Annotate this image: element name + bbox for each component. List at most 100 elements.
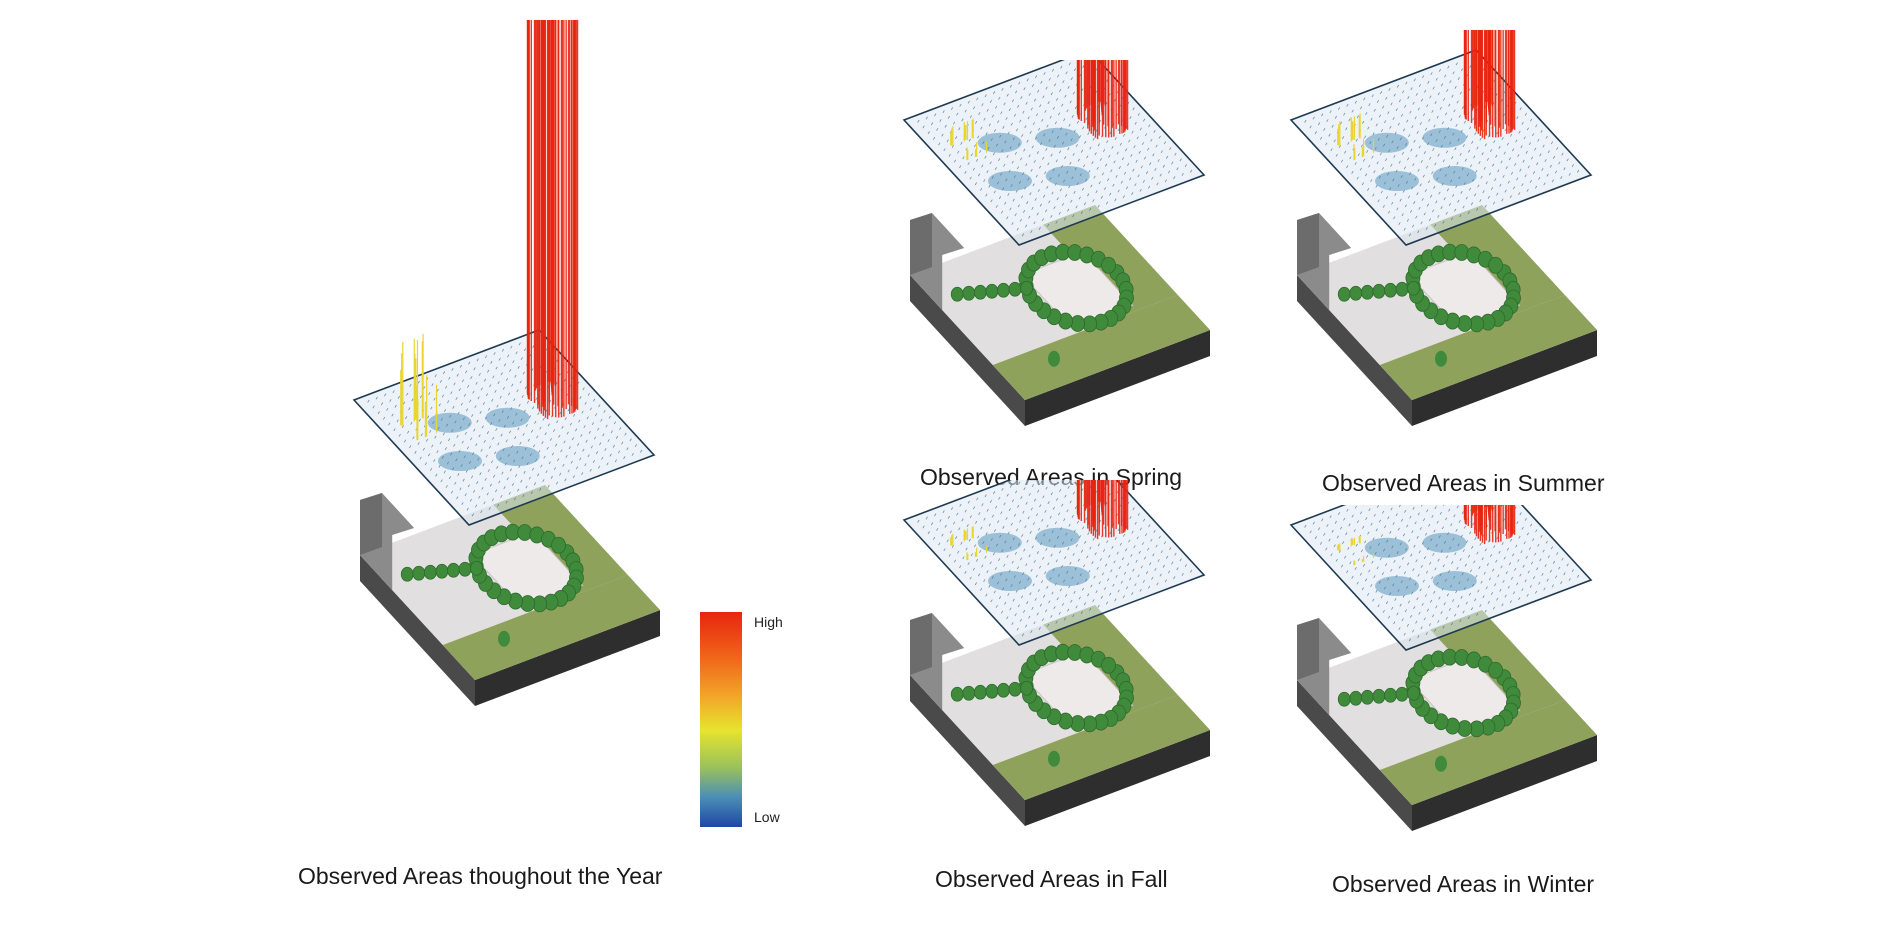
tree bbox=[400, 566, 414, 582]
tree bbox=[1435, 350, 1447, 367]
tree bbox=[1349, 285, 1363, 301]
site-model-winter bbox=[1289, 505, 1597, 831]
tree bbox=[962, 285, 976, 301]
observation-spikes bbox=[950, 60, 1129, 161]
tree bbox=[1101, 256, 1116, 274]
tree bbox=[470, 560, 483, 576]
base-side-right bbox=[1025, 730, 1210, 826]
low-density-blob bbox=[1375, 576, 1419, 596]
grass-strip-front bbox=[992, 695, 1210, 800]
site-model-summer bbox=[1289, 30, 1597, 426]
tree bbox=[1048, 350, 1060, 367]
diagram-fall bbox=[900, 480, 1220, 845]
base-side-left bbox=[910, 275, 1025, 426]
caption-winter: Observed Areas in Winter bbox=[1332, 871, 1595, 897]
low-density-blob bbox=[1375, 171, 1419, 191]
tree bbox=[1454, 244, 1470, 261]
caption-summer: Observed Areas in Summer bbox=[1322, 470, 1605, 496]
tree bbox=[985, 683, 999, 699]
tree bbox=[1395, 281, 1409, 297]
tree bbox=[973, 284, 987, 300]
low-density-blob bbox=[1422, 532, 1467, 553]
base-side-left bbox=[360, 555, 475, 706]
diagram-year-svg bbox=[352, 20, 660, 706]
low-density-blob bbox=[427, 412, 472, 433]
diagram-spring bbox=[900, 60, 1220, 450]
low-density-blob bbox=[1045, 566, 1090, 586]
low-density-blob bbox=[977, 532, 1022, 553]
observation-spikes bbox=[950, 480, 1129, 561]
low-density-blob bbox=[1364, 132, 1409, 153]
legend-low-label: Low bbox=[754, 809, 780, 825]
diagram-winter bbox=[1287, 505, 1607, 850]
low-density-blob bbox=[438, 451, 482, 471]
tree bbox=[1337, 691, 1351, 707]
low-density-blob bbox=[988, 171, 1032, 191]
diagram-summer bbox=[1287, 30, 1607, 450]
base-side-right bbox=[1412, 735, 1597, 831]
tree bbox=[1067, 644, 1083, 661]
tree bbox=[1070, 715, 1086, 732]
base-side-left bbox=[1297, 275, 1412, 426]
tree bbox=[1349, 690, 1363, 706]
tree bbox=[1020, 280, 1033, 296]
tree bbox=[1101, 656, 1116, 674]
caption-fall: Observed Areas in Fall bbox=[935, 866, 1168, 892]
tree bbox=[1360, 689, 1374, 705]
tree bbox=[1407, 280, 1420, 296]
low-density-blob bbox=[1432, 166, 1477, 186]
tree bbox=[498, 630, 510, 647]
wall-block-side bbox=[360, 493, 382, 555]
tree bbox=[423, 564, 437, 580]
base-side-left bbox=[910, 675, 1025, 826]
tree bbox=[517, 524, 533, 541]
grass-strip-front bbox=[442, 575, 660, 680]
tree bbox=[997, 682, 1010, 698]
tree bbox=[458, 561, 472, 577]
site-model-fall bbox=[902, 480, 1210, 826]
tree bbox=[985, 283, 999, 299]
tree bbox=[1067, 244, 1083, 261]
low-density-blob bbox=[1035, 527, 1080, 548]
low-density-blob bbox=[1364, 537, 1409, 558]
tree bbox=[520, 595, 536, 612]
low-density-blob bbox=[485, 407, 530, 428]
tree bbox=[1488, 661, 1503, 679]
tree bbox=[1372, 283, 1386, 299]
tree bbox=[1008, 681, 1022, 697]
tree bbox=[1070, 315, 1086, 332]
wall-block-side bbox=[910, 213, 932, 275]
diagram-year bbox=[340, 20, 670, 840]
low-density-blob bbox=[977, 132, 1022, 153]
base-side-left bbox=[1297, 680, 1412, 831]
low-density-blob bbox=[1422, 127, 1467, 148]
grass-strip-front bbox=[1379, 295, 1597, 400]
low-density-blob bbox=[988, 571, 1032, 591]
wall-block-side bbox=[1297, 213, 1319, 275]
tree bbox=[997, 282, 1010, 298]
tree bbox=[435, 563, 449, 579]
tree bbox=[1048, 750, 1060, 767]
observation-spikes bbox=[1337, 505, 1516, 566]
caption-year: Observed Areas thoughout the Year bbox=[298, 863, 663, 889]
tree bbox=[1384, 282, 1397, 298]
legend-high-label: High bbox=[754, 614, 783, 630]
site-model-spring bbox=[902, 60, 1210, 426]
diagram-winter-svg bbox=[1289, 505, 1597, 831]
base-side-right bbox=[1025, 330, 1210, 426]
observation-spikes bbox=[1337, 30, 1516, 161]
low-density-blob bbox=[1035, 127, 1080, 148]
legend-gradient-bar bbox=[700, 612, 742, 827]
tree bbox=[973, 684, 987, 700]
tree bbox=[1454, 649, 1470, 666]
base-side-right bbox=[1412, 330, 1597, 426]
tree bbox=[1372, 688, 1386, 704]
low-density-blob bbox=[1432, 571, 1477, 591]
color-legend: High Low bbox=[700, 612, 810, 832]
site-model-year bbox=[352, 20, 660, 706]
tree bbox=[1008, 281, 1022, 297]
tree bbox=[1395, 686, 1409, 702]
observation-spikes bbox=[400, 20, 579, 441]
tree bbox=[1488, 256, 1503, 274]
tree bbox=[1360, 284, 1374, 300]
